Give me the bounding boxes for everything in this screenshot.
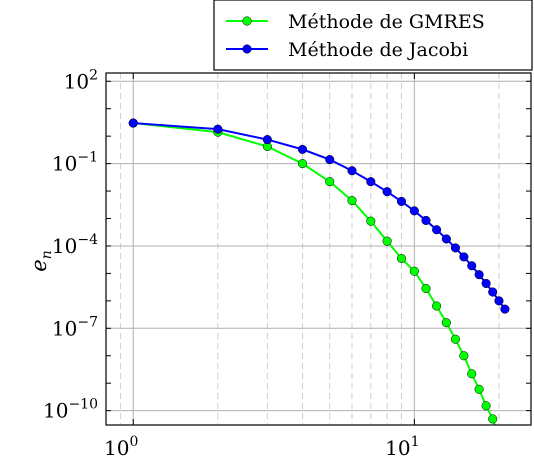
data-point [467, 261, 477, 271]
data-point [494, 296, 504, 306]
data-point [450, 243, 460, 253]
data-point [432, 301, 442, 311]
data-point [347, 166, 357, 176]
y-tick-label: 10−7 [52, 314, 98, 340]
data-point [366, 177, 376, 187]
data-point [495, 432, 504, 441]
data-point [297, 159, 308, 169]
data-point [382, 236, 392, 246]
data-point [481, 278, 491, 289]
series-2 [128, 118, 510, 314]
x-tick-label: 100 [104, 434, 138, 460]
data-point [396, 253, 407, 264]
data-point [382, 187, 392, 197]
svg-text:en: en [27, 250, 55, 271]
y-tick-label: 10−10 [43, 397, 98, 423]
series-line [133, 122, 497, 425]
data-point [488, 287, 498, 297]
y-axis-label-sub: n [39, 250, 55, 259]
legend-swatch-marker [242, 16, 252, 26]
x-tick-label: 101 [385, 434, 419, 460]
data-point [481, 401, 491, 411]
legend-label: Méthode de Jacobi [288, 39, 468, 61]
data-point [432, 225, 442, 235]
data-point [421, 284, 431, 294]
data-point [459, 252, 469, 262]
series-layer [128, 118, 510, 462]
series-line [133, 122, 506, 310]
legend: Méthode de GMRES Méthode de Jacobi [213, 0, 533, 71]
legend-entry: Méthode de Jacobi [226, 39, 468, 61]
data-point [366, 216, 376, 226]
y-axis-label: en [27, 250, 55, 271]
y-tick-label: 10−1 [52, 150, 98, 176]
data-point [347, 196, 357, 206]
data-point [474, 270, 484, 280]
data-point [297, 144, 308, 154]
data-point [467, 369, 477, 379]
plot-frame [105, 72, 532, 426]
data-point [325, 177, 335, 187]
data-point [325, 155, 335, 165]
data-point [450, 334, 460, 344]
data-point [441, 234, 451, 244]
legend-swatch-marker [242, 44, 252, 54]
data-point [409, 266, 419, 276]
y-tick-label: 10−4 [52, 232, 98, 258]
grid [105, 73, 531, 425]
y-tick-label: 102 [64, 67, 98, 93]
data-point [262, 135, 272, 145]
data-point [213, 124, 223, 134]
data-point [474, 384, 484, 394]
legend-box [213, 0, 533, 71]
data-point [459, 351, 469, 361]
data-point [441, 318, 451, 328]
legend-label: Méthode de GMRES [288, 11, 485, 33]
data-point [396, 196, 407, 206]
data-point [421, 215, 431, 225]
legend-entry: Méthode de GMRES [226, 11, 485, 33]
data-point [501, 453, 510, 462]
data-point [500, 304, 510, 314]
data-point [488, 414, 498, 424]
y-axis-label-main: e [27, 259, 51, 271]
data-point [409, 206, 419, 216]
data-point [128, 118, 138, 128]
